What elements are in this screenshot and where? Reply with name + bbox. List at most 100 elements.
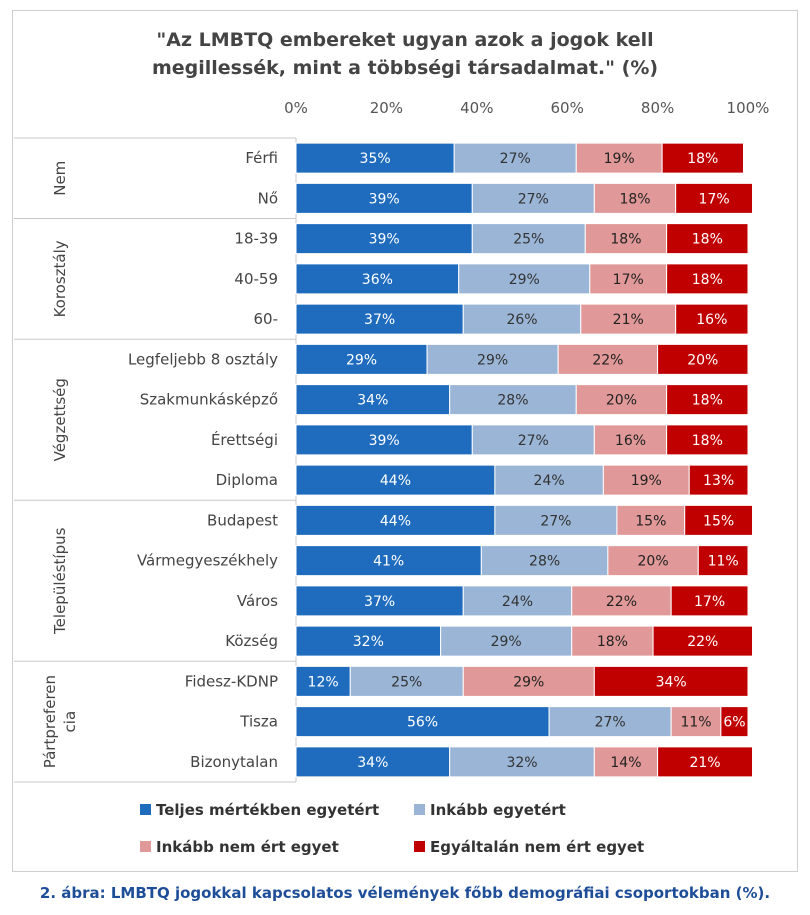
- category-label: Szakmunkásképző: [140, 391, 278, 409]
- bar-segment: [661, 142, 744, 174]
- bar-segment: [684, 504, 754, 536]
- category-label: Budapest: [207, 511, 278, 529]
- category-label: Fidesz-KDNP: [185, 672, 278, 690]
- bar-segment: [462, 303, 582, 335]
- bar-segment: [295, 263, 460, 295]
- figure-caption: 2. ábra: LMBTQ jogokkal kapcsolatos véle…: [39, 884, 771, 902]
- bar-segment: [548, 706, 672, 738]
- category-label: Bizonytalan: [190, 753, 278, 771]
- data-label: 18%: [610, 232, 641, 248]
- data-label: 39%: [369, 232, 400, 248]
- bar-segment: [426, 343, 559, 375]
- bar-segment: [557, 343, 659, 375]
- bar-segment: [462, 585, 573, 617]
- bar-segment: [462, 665, 595, 697]
- data-label: 25%: [391, 674, 422, 690]
- legend-swatch: [140, 841, 151, 852]
- data-label: 32%: [353, 634, 384, 650]
- bar-segment: [295, 665, 351, 697]
- data-label: 27%: [595, 715, 626, 731]
- legend-swatch: [414, 804, 425, 815]
- data-label: 16%: [696, 312, 727, 328]
- data-label: 28%: [529, 554, 560, 570]
- data-label: 22%: [687, 634, 718, 650]
- data-label: 35%: [360, 151, 391, 167]
- data-label: 29%: [491, 634, 522, 650]
- category-label: Tisza: [239, 713, 278, 731]
- bar-segment: [575, 142, 663, 174]
- bar-segment: [295, 545, 482, 577]
- x-tick-label: 60%: [551, 99, 584, 117]
- data-label: 20%: [687, 352, 718, 368]
- x-tick-label: 20%: [370, 99, 403, 117]
- bar-segment: [657, 746, 754, 778]
- data-label: 29%: [477, 352, 508, 368]
- category-label: Érettségi: [211, 430, 278, 449]
- data-label: 17%: [699, 191, 730, 207]
- bar-segment: [580, 303, 677, 335]
- legend-swatch: [140, 804, 151, 815]
- x-tick-label: 80%: [641, 99, 674, 117]
- bar-segment: [575, 384, 668, 416]
- bar-segment: [688, 464, 749, 496]
- bar-segment: [480, 545, 609, 577]
- legend-label: Inkább egyetért: [430, 801, 566, 819]
- data-label: 24%: [534, 473, 565, 489]
- group-label: Településtípus: [51, 527, 69, 635]
- data-label: 11%: [680, 715, 711, 731]
- x-tick-label: 100%: [727, 99, 770, 117]
- group-label: Pártpreferen: [41, 675, 59, 768]
- legend-label: Egyáltalán nem ért egyet: [430, 838, 644, 856]
- data-label: 19%: [604, 151, 635, 167]
- data-label: 25%: [513, 232, 544, 248]
- data-label: 27%: [540, 513, 571, 529]
- bar-segment: [295, 625, 442, 657]
- data-label: 44%: [380, 513, 411, 529]
- data-label: 6%: [723, 715, 745, 731]
- data-label: 15%: [703, 513, 734, 529]
- bar-segment: [295, 746, 451, 778]
- data-label: 24%: [502, 594, 533, 610]
- data-label: 13%: [703, 473, 734, 489]
- x-tick-label: 0%: [284, 99, 308, 117]
- data-label: 12%: [308, 674, 339, 690]
- data-label: 26%: [506, 312, 537, 328]
- data-label: 27%: [518, 191, 549, 207]
- data-label: 18%: [692, 232, 723, 248]
- data-label: 21%: [613, 312, 644, 328]
- data-label: 20%: [638, 554, 669, 570]
- data-label: 39%: [369, 433, 400, 449]
- bar-segment: [494, 504, 618, 536]
- legend-label: Teljes mértékben egyetért: [156, 801, 379, 819]
- category-label: 40-59: [234, 270, 278, 288]
- bar-segment: [295, 142, 455, 174]
- bar-segment: [670, 585, 749, 617]
- data-label: 28%: [497, 393, 528, 409]
- bar-segment: [295, 464, 496, 496]
- bar-segment: [295, 182, 473, 214]
- bar-segment: [652, 625, 754, 657]
- data-label: 56%: [407, 715, 438, 731]
- data-label: 18%: [692, 433, 723, 449]
- bar-segment: [449, 746, 595, 778]
- category-label: Diploma: [216, 471, 278, 489]
- bar-segment: [675, 182, 754, 214]
- group-label: cia: [61, 711, 79, 733]
- bar-segment: [666, 424, 749, 456]
- data-label: 34%: [656, 674, 687, 690]
- category-label: Község: [225, 632, 278, 650]
- bar-segment: [593, 665, 749, 697]
- category-label: Nő: [258, 189, 278, 207]
- bar-segment: [453, 142, 577, 174]
- bar-segment: [571, 625, 654, 657]
- stacked-bar-chart: "Az LMBTQ embereket ugyan azok a jogok k…: [14, 29, 770, 856]
- data-label: 37%: [364, 312, 395, 328]
- data-label: 29%: [346, 352, 377, 368]
- chart-title-line: megillessék, mint a többségi társadalmat…: [152, 57, 658, 79]
- bar-segment: [295, 424, 473, 456]
- category-label: Legfeljebb 8 osztály: [128, 350, 278, 368]
- data-label: 11%: [708, 554, 739, 570]
- data-label: 34%: [357, 393, 388, 409]
- group-label: Nem: [51, 161, 69, 196]
- x-tick-label: 40%: [460, 99, 493, 117]
